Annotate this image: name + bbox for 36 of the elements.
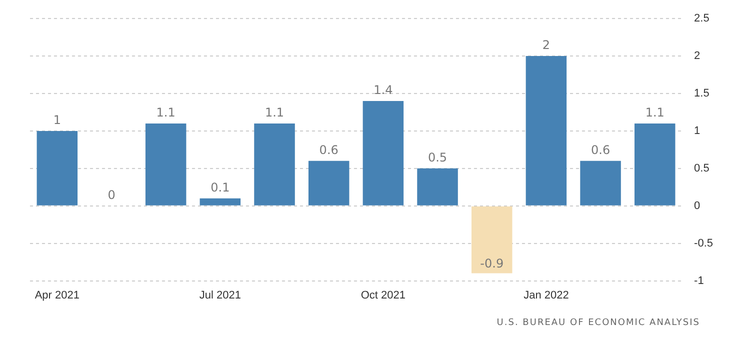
text: U.S. BUREAU OF ECONOMIC ANALYSIS <box>496 318 700 328</box>
data-label: 0 <box>108 188 116 202</box>
bar <box>471 206 512 274</box>
data-label: 2 <box>542 38 550 52</box>
data-label: 0.1 <box>210 180 230 195</box>
y-tick-label: 1.5 <box>694 88 710 100</box>
bar <box>580 160 621 206</box>
x-tick-label: Apr 2021 <box>34 289 80 302</box>
data-label: -0.9 <box>480 256 504 270</box>
bar <box>200 198 241 206</box>
y-tick-label: 2 <box>694 50 700 62</box>
data-label: 1.1 <box>645 106 664 120</box>
bar <box>417 168 458 206</box>
bar <box>254 123 295 206</box>
bar <box>308 160 350 206</box>
data-label: 0.5 <box>428 150 448 165</box>
bar <box>634 123 676 206</box>
y-tick-label: 2.5 <box>694 12 710 25</box>
y-tick-label: -1 <box>694 274 704 287</box>
data-label: 1.1 <box>156 106 176 120</box>
x-tick-label: Jan 2022 <box>524 289 569 302</box>
bar <box>145 123 186 206</box>
data-label: 1 <box>53 113 61 128</box>
x-tick-label: Jul 2021 <box>199 289 241 302</box>
data-label: 0.6 <box>319 143 338 158</box>
y-tick-label: 1 <box>694 125 700 138</box>
data-label: 0.6 <box>590 143 610 158</box>
bar <box>526 56 567 206</box>
bar <box>36 130 78 206</box>
x-tick-label: Oct 2021 <box>360 289 406 302</box>
data-label: 1.4 <box>374 83 393 98</box>
y-tick-label: 0.5 <box>694 162 710 174</box>
y-tick-label: 0 <box>694 200 700 212</box>
bar <box>362 101 404 206</box>
data-label: 1.1 <box>264 106 284 120</box>
y-tick-label: -0.5 <box>694 237 714 250</box>
